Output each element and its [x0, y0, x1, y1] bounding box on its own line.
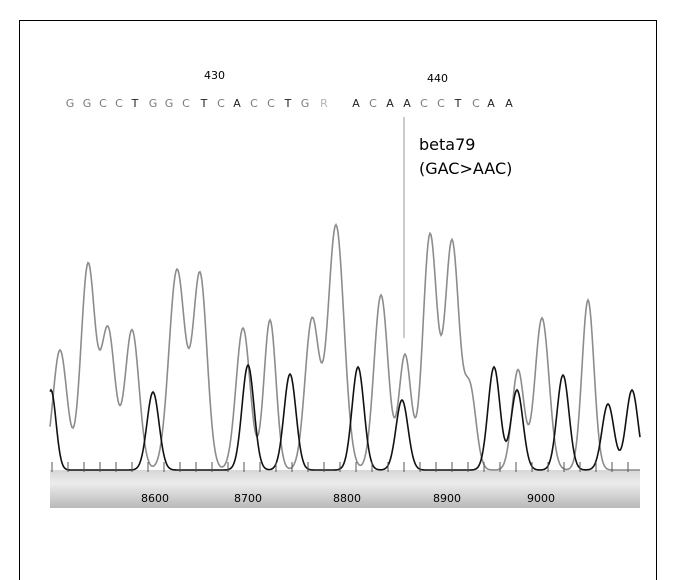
position-label-440: 440: [427, 72, 448, 85]
base-a: A: [403, 97, 411, 110]
base-c: C: [369, 97, 377, 110]
dark-trace: [49, 363, 641, 471]
base-c: C: [437, 97, 445, 110]
base-c: C: [420, 97, 428, 110]
base-c: C: [250, 97, 258, 110]
axis-ticks: 8600 8700 8800 8900 9000: [51, 462, 629, 505]
position-label-430: 430: [204, 69, 225, 82]
base-a: A: [352, 97, 360, 110]
base-a: A: [487, 97, 495, 110]
mutation-annotation: beta79 (GAC>AAC): [419, 133, 512, 181]
base-g: G: [82, 97, 92, 110]
base-c: C: [217, 97, 225, 110]
base-g: G: [164, 97, 174, 110]
base-c: C: [267, 97, 275, 110]
base-g: G: [300, 97, 310, 110]
axis-tick-label: 8700: [234, 492, 262, 505]
axis-tick-label: 8600: [141, 492, 169, 505]
base-a: A: [505, 97, 513, 110]
base-c: C: [115, 97, 123, 110]
axis-bar: [50, 470, 640, 508]
base-g: G: [65, 97, 75, 110]
base-t: T: [454, 97, 462, 110]
base-c: C: [99, 97, 107, 110]
base-r: R: [320, 97, 328, 110]
axis-tick-label: 9000: [527, 492, 555, 505]
base-a: A: [386, 97, 394, 110]
axis-tick-label: 8900: [433, 492, 461, 505]
base-t: T: [284, 97, 292, 110]
base-c: C: [182, 97, 190, 110]
axis-tick-label: 8800: [333, 492, 361, 505]
base-t: T: [200, 97, 208, 110]
mutation-change: (GAC>AAC): [419, 159, 513, 178]
base-c: C: [472, 97, 480, 110]
base-g: G: [148, 97, 158, 110]
trace-curves: [49, 222, 641, 471]
light-trace: [49, 222, 640, 471]
figure-frame: [19, 20, 657, 580]
mutation-name: beta79: [419, 135, 476, 154]
base-a: A: [233, 97, 241, 110]
base-t: T: [131, 97, 139, 110]
